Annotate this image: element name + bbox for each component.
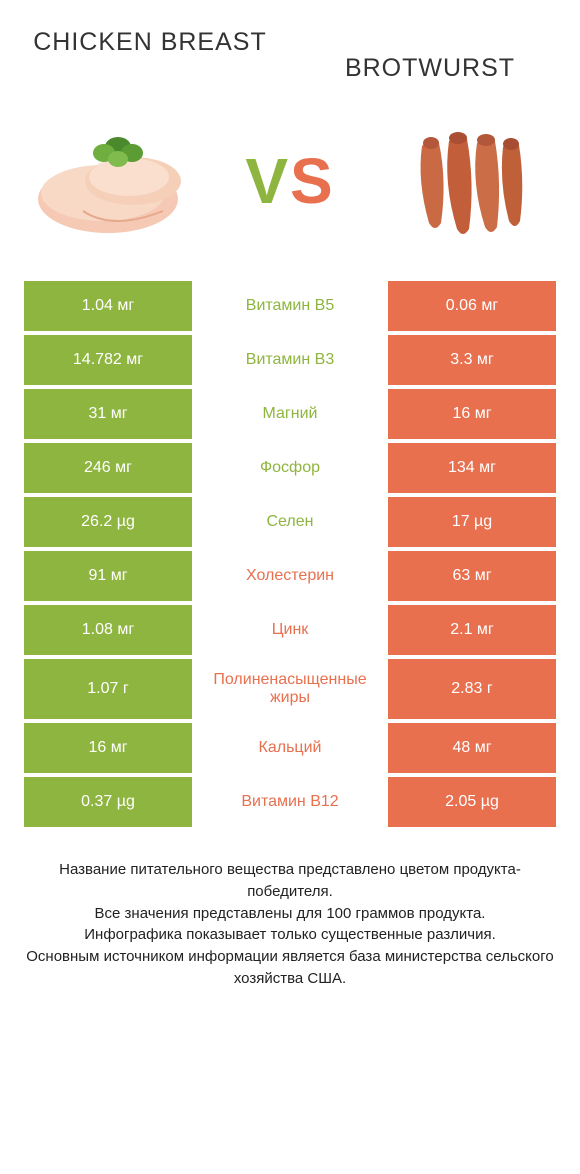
value-left: 16 мг [24,723,192,773]
value-left: 91 мг [24,551,192,601]
value-right: 3.3 мг [388,335,556,385]
brotwurst-image [367,111,557,251]
vs-label: VS [225,144,355,218]
chicken-breast-image [23,111,213,251]
title-right: BROTWURST [290,28,550,83]
nutrient-label: Фосфор [192,443,388,493]
comparison-table: 1.04 мгВитамин B50.06 мг14.782 мгВитамин… [0,281,580,831]
infographic-root: CHICKEN BREAST BROTWURST VS [0,0,580,1174]
hero-row: VS [0,91,580,281]
value-left: 31 мг [24,389,192,439]
footer-notes: Название питательного вещества представл… [0,831,580,990]
footer-line-4: Основным источником информации является … [18,946,562,990]
table-row: 246 мгФосфор134 мг [24,443,556,493]
nutrient-label: Цинк [192,605,388,655]
nutrient-label: Селен [192,497,388,547]
nutrient-label: Витамин B5 [192,281,388,331]
value-right: 0.06 мг [388,281,556,331]
table-row: 31 мгМагний16 мг [24,389,556,439]
value-right: 2.83 г [388,659,556,719]
value-right: 2.05 µg [388,777,556,827]
value-right: 17 µg [388,497,556,547]
value-right: 134 мг [388,443,556,493]
footer-line-3: Инфографика показывает только существенн… [18,924,562,946]
table-row: 1.08 мгЦинк2.1 мг [24,605,556,655]
value-right: 2.1 мг [388,605,556,655]
value-left: 0.37 µg [24,777,192,827]
nutrient-label: Полиненасыщенные жиры [192,659,388,719]
value-left: 1.07 г [24,659,192,719]
value-left: 26.2 µg [24,497,192,547]
footer-line-1: Название питательного вещества представл… [18,859,562,903]
footer-line-2: Все значения представлены для 100 граммо… [18,903,562,925]
table-row: 14.782 мгВитамин B33.3 мг [24,335,556,385]
vs-v: V [245,144,290,218]
table-row: 0.37 µgВитамин B122.05 µg [24,777,556,827]
nutrient-label: Магний [192,389,388,439]
header: CHICKEN BREAST BROTWURST [0,0,580,91]
table-row: 26.2 µgСелен17 µg [24,497,556,547]
table-row: 1.04 мгВитамин B50.06 мг [24,281,556,331]
title-left: CHICKEN BREAST [30,28,290,57]
value-left: 246 мг [24,443,192,493]
value-left: 1.08 мг [24,605,192,655]
value-left: 1.04 мг [24,281,192,331]
value-left: 14.782 мг [24,335,192,385]
nutrient-label: Витамин B3 [192,335,388,385]
nutrient-label: Витамин B12 [192,777,388,827]
vs-s: S [290,144,335,218]
nutrient-label: Холестерин [192,551,388,601]
value-right: 63 мг [388,551,556,601]
value-right: 48 мг [388,723,556,773]
table-row: 1.07 гПолиненасыщенные жиры2.83 г [24,659,556,719]
nutrient-label: Кальций [192,723,388,773]
table-row: 16 мгКальций48 мг [24,723,556,773]
value-right: 16 мг [388,389,556,439]
table-row: 91 мгХолестерин63 мг [24,551,556,601]
